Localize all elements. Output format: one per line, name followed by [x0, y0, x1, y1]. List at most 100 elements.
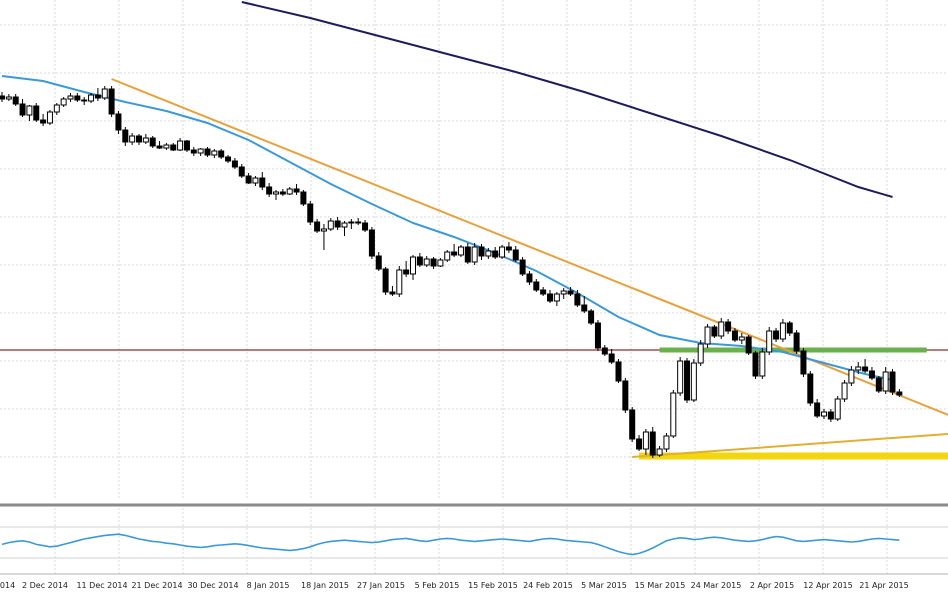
- candle: [560, 288, 567, 299]
- candle: [88, 93, 95, 103]
- candle: [649, 427, 656, 458]
- candle-body: [862, 366, 869, 372]
- candle: [540, 287, 547, 296]
- candle-body: [204, 148, 211, 156]
- candle-body: [663, 435, 670, 450]
- candle-body: [170, 144, 177, 151]
- candle: [81, 97, 88, 105]
- candle: [786, 321, 793, 336]
- candle-body: [889, 371, 896, 393]
- candle: [752, 351, 759, 379]
- candle-body: [601, 347, 608, 355]
- candle: [53, 103, 60, 115]
- oscillator-panel-grid: [0, 508, 948, 574]
- candle: [26, 105, 33, 121]
- candle-body: [677, 360, 684, 394]
- candle-body: [718, 321, 725, 337]
- candle: [464, 243, 471, 264]
- candle-body: [752, 352, 759, 377]
- x-tick-label: 18 Jan 2015: [301, 581, 349, 590]
- candle: [46, 110, 53, 125]
- candle-body: [684, 360, 690, 401]
- candle-body: [800, 350, 807, 375]
- candle: [827, 409, 834, 422]
- candle-body: [183, 140, 190, 151]
- candle: [725, 319, 732, 334]
- candle-body: [670, 392, 677, 437]
- candle: [684, 358, 690, 403]
- candle: [738, 333, 745, 344]
- candle-body: [396, 269, 403, 295]
- x-tick-label: 30 Dec 2014: [187, 581, 238, 590]
- candle: [841, 380, 848, 402]
- candle: [129, 133, 136, 145]
- candle: [320, 224, 327, 250]
- candle-body: [225, 156, 232, 162]
- candle-body: [821, 411, 827, 417]
- candle: [622, 378, 629, 413]
- candle: [375, 252, 382, 271]
- candle: [314, 219, 321, 233]
- candle: [115, 111, 122, 134]
- x-tick-label: 5 Feb 2015: [415, 581, 460, 590]
- candle-body: [690, 362, 697, 401]
- candle: [5, 94, 12, 101]
- candle-body: [231, 160, 238, 168]
- candle: [60, 97, 67, 107]
- candle: [882, 367, 889, 394]
- candle-body: [273, 191, 279, 195]
- candle: [19, 99, 26, 117]
- candle: [410, 255, 416, 280]
- candle: [225, 155, 232, 163]
- moving-average-1: [241, 1, 893, 198]
- x-tick-label: 2 Apr 2015: [750, 581, 794, 590]
- candle-body: [355, 221, 362, 224]
- candle-body: [505, 246, 512, 251]
- candle-body: [26, 105, 33, 116]
- candle: [704, 324, 711, 348]
- candle: [341, 221, 348, 236]
- candle-body: [588, 310, 595, 324]
- candle-body: [46, 111, 53, 124]
- candle: [259, 172, 266, 190]
- candle-body: [245, 175, 252, 184]
- candle-body: [341, 222, 348, 228]
- candle: [711, 325, 718, 338]
- candle-body: [94, 94, 101, 99]
- candle: [108, 86, 115, 117]
- x-tick-label: 2014: [0, 581, 15, 590]
- candle-body: [773, 330, 780, 340]
- x-tick-label: 8 Jan 2015: [247, 581, 290, 590]
- candle-body: [163, 144, 170, 149]
- candle-body: [656, 448, 663, 456]
- candle-body: [786, 322, 793, 334]
- moving-averages: [1, 1, 893, 381]
- candle: [601, 345, 608, 356]
- candle-body: [485, 250, 492, 257]
- candle: [149, 136, 156, 148]
- candle: [307, 201, 314, 225]
- candle: [266, 183, 273, 197]
- x-tick-label: 2 Dec 2014: [22, 581, 68, 590]
- candle: [362, 220, 369, 232]
- candle-body: [218, 150, 225, 158]
- candle: [807, 371, 814, 406]
- candle-body: [896, 391, 903, 396]
- candle-body: [430, 258, 437, 267]
- candle-body: [855, 366, 862, 371]
- candle-body: [101, 88, 108, 99]
- candle-body: [74, 95, 81, 101]
- candle-body: [622, 380, 629, 411]
- candle-body: [348, 221, 355, 224]
- candle-body: [88, 94, 95, 102]
- candle-body: [197, 148, 204, 154]
- candle: [526, 271, 533, 285]
- candle: [519, 257, 526, 276]
- candle: [136, 134, 142, 145]
- candle: [656, 446, 663, 457]
- trendlines: [111, 78, 948, 458]
- candle: [334, 217, 341, 230]
- candle: [156, 141, 163, 149]
- candle: [142, 134, 149, 144]
